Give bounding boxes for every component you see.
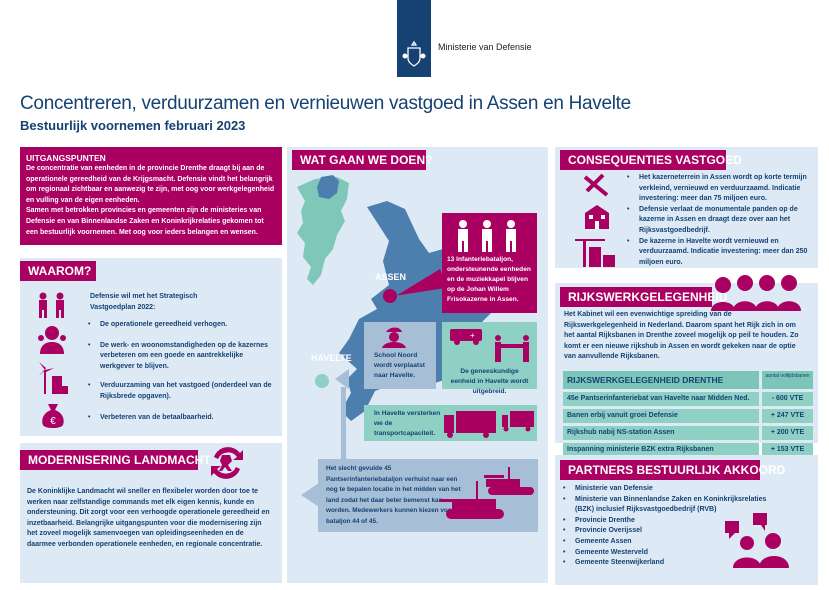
table-row: Rijkshub nabij NS-station Assen + 200 VTE bbox=[563, 426, 813, 440]
assen-info-text: 13 Infanteriebataljon, ondersteunende ee… bbox=[447, 256, 531, 303]
people-group-icon bbox=[711, 275, 801, 311]
arrow-left bbox=[301, 483, 319, 507]
netherlands-map bbox=[297, 177, 349, 285]
row-label: Rijkshub nabij NS-station Assen bbox=[563, 426, 759, 440]
row-value: + 153 VTE bbox=[762, 443, 813, 457]
table-unit-header: aantal voltijdsbanen bbox=[762, 371, 813, 389]
building-icon bbox=[585, 205, 609, 229]
demolition-icon bbox=[583, 173, 609, 197]
list-item: Ministerie van Defensie bbox=[561, 484, 783, 495]
tanks-icon bbox=[440, 467, 534, 519]
medical-box: + De geneeskundige eenheid in Havelte wo… bbox=[442, 322, 537, 395]
wat-gaan-we-doen-title: WAT GAAN WE DOEN? bbox=[292, 150, 432, 170]
list-item: Het kazerneterrein in Assen wordt op kor… bbox=[625, 173, 813, 205]
tanks-text: Het slecht gevulde 45 Pantserinfanterieb… bbox=[326, 465, 461, 525]
euro-bag-icon: € bbox=[42, 404, 64, 428]
ambulance-stretcher-icon: + bbox=[450, 329, 529, 362]
table-row: Banen erbij vanuit groei Defensie + 247 V… bbox=[563, 409, 813, 423]
coat-of-arms-icon bbox=[402, 40, 426, 67]
list-item: De operationele gereedheid verhogen. bbox=[86, 320, 276, 331]
rijkswerk-title: RIJKSWERKGELEGENHEID bbox=[560, 287, 727, 307]
row-value: + 247 VTE bbox=[762, 409, 813, 423]
table-row: Inspanning ministerie BZK extra Rijksban… bbox=[563, 443, 813, 457]
soldiers-icon bbox=[458, 220, 516, 252]
list-item: De werk- en woonomstandigheden op de kaz… bbox=[86, 341, 276, 373]
lion-rotate-icon bbox=[211, 447, 243, 479]
list-item: Gemeente Assen bbox=[561, 537, 783, 548]
people-icon bbox=[38, 326, 66, 354]
conversation-icon bbox=[725, 513, 789, 568]
list-item: Gemeente Westerveld bbox=[561, 548, 783, 559]
waarom-panel: WAAROM? € Defensie wil met het Strategis… bbox=[20, 258, 282, 436]
havelte-label: HAVELTE bbox=[311, 353, 352, 363]
wind-turbine-building-icon bbox=[39, 362, 68, 394]
table-header: RIJKSWERKGELEGENHEID DRENTHE aantal volt… bbox=[563, 371, 813, 389]
assen-label: ASSEN bbox=[375, 272, 407, 282]
construction-crane-icon bbox=[575, 239, 615, 267]
table-header-label: RIJKSWERKGELEGENHEID DRENTHE bbox=[563, 371, 759, 389]
transport-box: In Havelte versterken we de transportcap… bbox=[364, 405, 537, 441]
soldiers-icon bbox=[39, 292, 64, 318]
soldier-beret-icon bbox=[382, 327, 406, 348]
list-item: Gemeente Steenwijkerland bbox=[561, 558, 783, 569]
school-text: School Noord wordt verplaatst naar Havel… bbox=[374, 352, 425, 379]
waarom-title: WAAROM? bbox=[20, 261, 96, 281]
trucks-icon bbox=[444, 411, 534, 438]
list-item: Ministerie van Binnenlandse Zaken en Kon… bbox=[561, 495, 783, 516]
waarom-list: De operationele gereedheid verhogen. De … bbox=[86, 320, 276, 423]
havelte-line bbox=[341, 387, 346, 463]
transport-text: In Havelte versterken we de transportcap… bbox=[374, 410, 441, 437]
row-value: + 200 VTE bbox=[762, 426, 813, 440]
list-item: Provincie Drenthe bbox=[561, 516, 783, 527]
partners-title: PARTNERS BESTUURLIJK AKKOORD bbox=[560, 460, 785, 480]
list-item: Provincie Overijssel bbox=[561, 526, 783, 537]
uitgangspunten-text2: Samen met betrokken provincies en gemeen… bbox=[26, 207, 264, 236]
consequenties-title: CONSEQUENTIES VASTGOED bbox=[560, 150, 742, 170]
row-label: Banen erbij vanuit groei Defensie bbox=[563, 409, 759, 423]
wat-gaan-we-doen-panel: WAT GAAN WE DOEN? ASSEN HAVELTE 13 Infan… bbox=[287, 147, 548, 583]
assen-info-box: 13 Infanteriebataljon, ondersteunende ee… bbox=[442, 213, 537, 313]
list-item: Verbeteren van de betaalbaarheid. bbox=[86, 413, 276, 424]
school-box: School Noord wordt verplaatst naar Havel… bbox=[364, 322, 436, 389]
list-item: De kazerne in Havelte wordt vernieuwd en… bbox=[625, 237, 813, 269]
row-label: Inspanning ministerie BZK extra Rijksban… bbox=[563, 443, 759, 457]
modernisering-title: MODERNISERING LANDMACHT bbox=[20, 450, 211, 470]
havelte-marker[interactable] bbox=[315, 374, 329, 388]
row-label: 45e Pantserinfanteriebat van Havelte naa… bbox=[563, 392, 759, 406]
uitgangspunten-panel: UITGANGSPUNTEN De concentratie van eenhe… bbox=[20, 147, 282, 245]
modernisering-panel: MODERNISERING LANDMACHT De Koninklijke L… bbox=[20, 443, 282, 583]
waarom-intro: Defensie wil met het Strategisch Vastgoe… bbox=[90, 293, 198, 311]
partners-panel: PARTNERS BESTUURLIJK AKKOORD Ministerie … bbox=[555, 455, 818, 585]
uitgangspunten-title: UITGANGSPUNTEN bbox=[26, 153, 106, 163]
consequenties-panel: CONSEQUENTIES VASTGOED Het kazerneterrei… bbox=[555, 147, 818, 268]
page-subtitle: Bestuurlijk voornemen februari 2023 bbox=[20, 118, 246, 133]
medical-text: De geneeskundige eenheid in Havelte word… bbox=[450, 368, 529, 395]
modernisering-text: De Koninklijke Landmacht wil sneller en … bbox=[27, 488, 270, 548]
row-value: - 600 VTE bbox=[762, 392, 813, 406]
tanks-box: Het slecht gevulde 45 Pantserinfanterieb… bbox=[318, 459, 538, 532]
partners-list: Ministerie van Defensie Ministerie van B… bbox=[561, 484, 783, 569]
uitgangspunten-text: De concentratie van eenheden in de provi… bbox=[26, 165, 275, 204]
drenthe-small bbox=[317, 175, 339, 199]
rijkswerk-text: Het Kabinet wil een evenwichtige spreidi… bbox=[564, 311, 799, 361]
arrow-to-havelte bbox=[335, 369, 349, 389]
logo-bar bbox=[397, 0, 431, 77]
consequenties-list: Het kazerneterrein in Assen wordt op kor… bbox=[625, 173, 813, 268]
svg-text:€: € bbox=[50, 416, 56, 427]
rijkswerk-panel: RIJKSWERKGELEGENHEID Het Kabinet wil een… bbox=[555, 275, 818, 457]
svg-text:+: + bbox=[470, 331, 475, 340]
table-row: 45e Pantserinfanteriebat van Havelte naa… bbox=[563, 392, 813, 406]
list-item: Defensie verlaat de monumentale panden o… bbox=[625, 205, 813, 237]
ministry-name: Ministerie van Defensie bbox=[438, 42, 532, 52]
assen-marker[interactable] bbox=[383, 289, 397, 303]
list-item: Verduurzaming van het vastgoed (onderdee… bbox=[86, 381, 276, 402]
page-title: Concentreren, verduurzamen en vernieuwen… bbox=[20, 93, 631, 114]
